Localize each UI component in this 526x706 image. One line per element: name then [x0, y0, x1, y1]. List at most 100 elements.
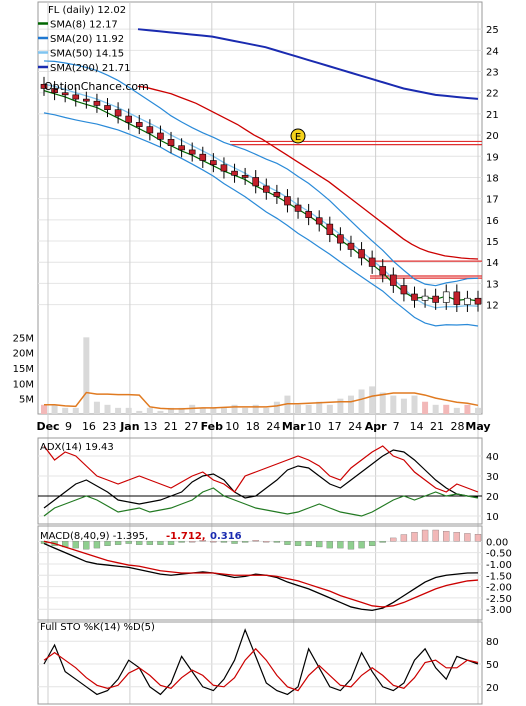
price-tick-label: 12 [486, 301, 499, 312]
candle-body [347, 242, 355, 250]
candle-body [421, 295, 429, 301]
candle-body [72, 94, 80, 100]
volume-bar [220, 407, 227, 414]
earnings-label: E [295, 132, 301, 143]
price-series [43, 28, 479, 327]
indicator-tick-label: 80 [486, 637, 499, 648]
price-panel-frame [37, 1, 483, 415]
date-tick-label: Jan [119, 420, 139, 433]
date-tick-label: 16 [82, 420, 96, 433]
lower-band-line [43, 112, 479, 327]
adx-line [43, 449, 479, 509]
candle-body [167, 139, 175, 146]
macd-histogram-bar [241, 541, 249, 543]
candle-body [294, 204, 302, 212]
indicator-tick-label: -2.00 [486, 583, 512, 594]
macd-histogram-bar [189, 541, 196, 543]
candle-body [358, 249, 365, 259]
price-tick-label: 19 [486, 152, 499, 163]
sma200-line [137, 28, 479, 100]
macd-histogram-bar [220, 541, 228, 543]
candle-body [442, 291, 450, 303]
date-tick-label: 27 [184, 420, 198, 433]
candle-body [188, 149, 196, 155]
indicator-tick-label: -2.50 [486, 594, 512, 605]
volume-bar [41, 404, 47, 414]
volume-bar [252, 404, 259, 414]
date-tick-label: 14 [410, 420, 424, 433]
macd-histogram-bar [453, 532, 460, 542]
macd-line [43, 540, 479, 608]
price-tick-label: 24 [486, 46, 499, 57]
candle-body [199, 153, 207, 161]
volume-bars [41, 337, 481, 414]
stochastic-series: 80 50 20 [38, 628, 499, 696]
legend-label: SMA(200) 21.71 [50, 63, 131, 74]
volume-bar [199, 407, 206, 414]
volume-bar [242, 407, 249, 414]
adx-title: ADX(14) 19.43 [40, 442, 114, 453]
macd-histogram-bar [347, 541, 355, 550]
price-tick-label: 20 [486, 131, 499, 142]
sma50-line [137, 85, 479, 260]
volume-bar [51, 404, 58, 414]
macd-histogram-bar [316, 541, 323, 548]
candle-body [284, 196, 291, 206]
candle-body [157, 132, 164, 140]
resistance-lines [230, 140, 482, 279]
macd-histogram-bar [358, 541, 365, 549]
volume-bar [400, 398, 407, 414]
date-tick-label: May [465, 420, 490, 433]
candle-body [432, 295, 439, 303]
date-tick-label: 28 [451, 420, 465, 433]
legend-label: SMA(8) 12.17 [50, 20, 118, 31]
macd-histogram-bar [474, 534, 482, 542]
volume-axis: 25M 20M 15M 10M 5M [13, 333, 34, 405]
candle-body [135, 122, 143, 127]
macd-histogram-bar [305, 541, 312, 546]
price-tick-label: 16 [486, 216, 499, 227]
volume-bar [210, 407, 217, 414]
sto-panel-frame [37, 621, 483, 705]
legend-label: SMA(20) 11.92 [50, 34, 124, 45]
volume-bar [273, 401, 280, 414]
volume-bar [284, 395, 291, 414]
price-tick-label: 13 [486, 279, 499, 290]
candle-body [474, 297, 482, 305]
macd-histogram-bar [368, 541, 376, 546]
volume-bar [62, 407, 69, 414]
macd-histogram-bar [83, 541, 90, 550]
stochastic-panel: 80 50 20 Full STO %K(14) %D(5) [37, 621, 499, 705]
date-tick-label: 10 [307, 420, 321, 433]
volume-bar [295, 404, 302, 414]
macd-histogram-bar [284, 541, 291, 545]
macd-value-label: -1.712, [166, 531, 206, 542]
price-tick-label: 21 [486, 110, 499, 121]
macd-histogram-bar [178, 541, 185, 543]
price-panel: 25 24 23 22 21 20 19 18 17 16 15 14 13 12 25M 20M 15M 10… [13, 1, 499, 704]
volume-tick-label: 20M [13, 349, 34, 360]
date-tick-label: 17 [328, 420, 342, 433]
indicator-tick-label: 10 [486, 512, 499, 523]
volume-bar [83, 337, 90, 414]
price-tick-label: 18 [486, 173, 499, 184]
volume-tick-label: 5M [19, 395, 34, 406]
macd-histogram-bar [294, 541, 302, 546]
date-tick-label: 23 [102, 420, 116, 433]
upper-band-line [43, 60, 479, 287]
signal-value-label: 0.316 [210, 531, 242, 542]
candle-body [453, 291, 461, 305]
macd-histogram-bar [273, 541, 281, 543]
volume-bar [411, 395, 418, 414]
candle-body [104, 105, 111, 110]
candle-body [210, 160, 217, 166]
volume-bar [115, 407, 122, 414]
volume-bar [422, 401, 429, 414]
earnings-marker: E [290, 128, 306, 144]
candle-body [231, 170, 238, 176]
volume-tick-label: 15M [13, 364, 34, 375]
macd-histogram-bar [379, 541, 386, 543]
candle-body [337, 234, 344, 244]
macd-series: 0.00-0.50-1.00-1.50-2.00-2.50-3.00 [38, 529, 512, 616]
date-tick-label: Feb [201, 420, 224, 433]
